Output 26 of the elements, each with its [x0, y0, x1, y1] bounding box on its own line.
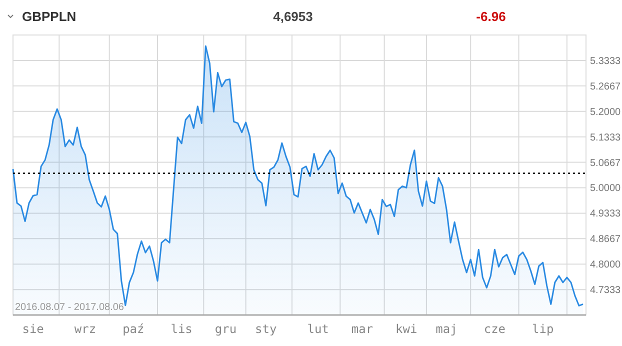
x-tick-label: lut: [307, 322, 329, 336]
y-tick-label: 5.2000: [590, 106, 622, 118]
x-tick-label: sie: [22, 322, 44, 336]
y-tick-label: 4.9333: [590, 208, 622, 220]
annotation: 2016.08.07 - 2017.08.06: [15, 302, 124, 313]
y-tick-label: 4.7333: [590, 285, 622, 296]
text: 4,6953: [273, 9, 313, 24]
chart-title: GBPPLN: [22, 9, 76, 24]
x-tick-label: sty: [255, 322, 277, 336]
x-tick-label: cze: [484, 322, 506, 336]
text: -6.96: [476, 9, 506, 24]
x-tick-label: mar: [351, 322, 374, 336]
x-tick-label: paź: [122, 322, 144, 336]
y-tick-label: 5.1333: [590, 132, 622, 144]
x-tick-label: maj: [436, 322, 458, 336]
y-tick-label: 4.8667: [590, 234, 622, 246]
y-tick-label: 5.3333: [590, 56, 622, 67]
y-tick-label: 4.8000: [590, 260, 622, 271]
x-tick-label: lip: [532, 322, 554, 336]
y-tick-label: 5.2667: [590, 81, 622, 92]
x-tick-label: kwi: [396, 322, 418, 336]
y-tick-label: 5.0667: [590, 158, 622, 169]
x-tick-label: gru: [214, 322, 237, 336]
x-tick-label: wrz: [74, 322, 96, 336]
y-tick-label: 5.0000: [590, 183, 622, 194]
x-tick-label: lis: [170, 322, 192, 336]
